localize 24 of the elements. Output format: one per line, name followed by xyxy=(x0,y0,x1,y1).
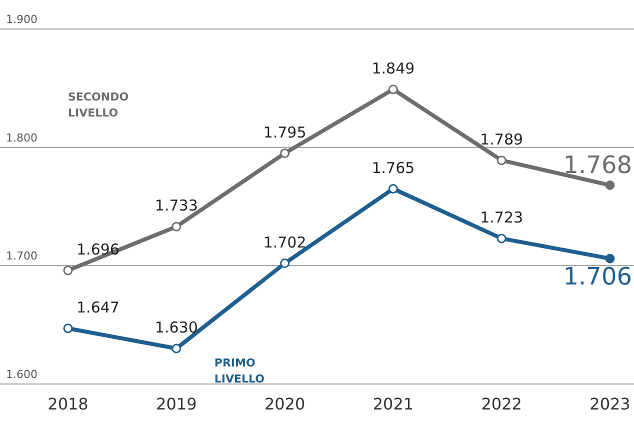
y-tick-label: 1.800 xyxy=(6,131,38,144)
data-label: 1.849 xyxy=(372,59,415,78)
y-tick-label: 1.900 xyxy=(6,13,38,26)
text: SECONDO LIVELLO xyxy=(68,90,129,120)
data-label: 1.795 xyxy=(263,123,306,142)
x-tick-label: 2018 xyxy=(48,394,88,414)
y-tick-label: 1.700 xyxy=(6,250,38,263)
x-tick-label: 2022 xyxy=(481,394,522,414)
text: PRIMO LIVELLO xyxy=(214,356,265,386)
data-label: 1.696 xyxy=(76,240,120,258)
data-label: 1.768 xyxy=(563,151,632,180)
x-tick-label: 2019 xyxy=(156,394,197,414)
data-label: 1.630 xyxy=(154,318,198,336)
x-tick-label: 2020 xyxy=(264,394,306,414)
data-label: 1.789 xyxy=(480,130,524,148)
data-label: 1.647 xyxy=(76,298,120,316)
x-tick-label: 2021 xyxy=(372,394,414,414)
data-label: 1.733 xyxy=(154,196,198,215)
x-tick-label: 2023 xyxy=(590,394,630,414)
data-label: 1.702 xyxy=(263,233,306,252)
data-label: 1.723 xyxy=(480,208,524,226)
data-label: 1.765 xyxy=(372,158,415,177)
data-label: 1.706 xyxy=(563,262,632,291)
y-tick-label: 1.600 xyxy=(6,368,38,381)
